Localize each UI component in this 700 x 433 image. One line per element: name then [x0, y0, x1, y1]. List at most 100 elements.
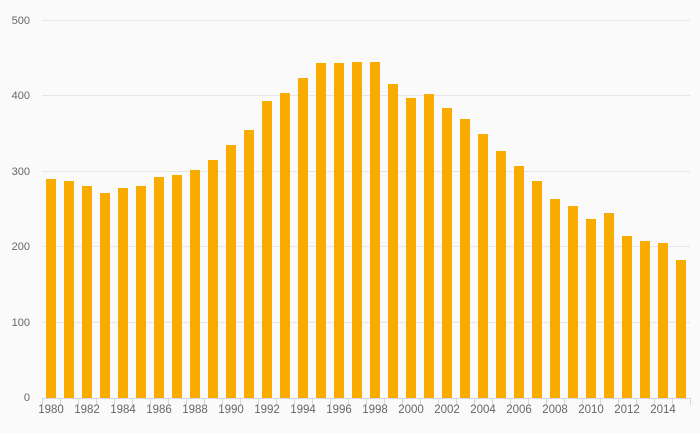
bar-1987[interactable]: [172, 174, 182, 398]
x-axis-label-1990: 1990: [218, 404, 244, 416]
bar-slot-1990: [222, 21, 240, 398]
x-tick: [330, 399, 331, 405]
x-axis-label-1984: 1984: [110, 404, 136, 416]
x-axis-label-2000: 2000: [398, 404, 424, 416]
x-tick: [204, 399, 205, 405]
bar-slot-2005: [492, 21, 510, 398]
x-tick: [564, 399, 565, 405]
x-tick: [240, 399, 241, 405]
x-tick: [420, 399, 421, 405]
x-tick: [384, 399, 385, 405]
bar-slot-1984: [114, 21, 132, 398]
x-axis-label-1986: 1986: [146, 404, 172, 416]
x-tick: [168, 399, 169, 405]
x-tick: [294, 399, 295, 405]
bar-slot-2015: [672, 21, 690, 398]
bar-1997[interactable]: [352, 61, 362, 398]
bar-slot-2010: [582, 21, 600, 398]
x-tick: [492, 399, 493, 405]
bar-2014[interactable]: [658, 243, 668, 398]
bar-slot-1988: [186, 21, 204, 398]
bar-2008[interactable]: [550, 198, 560, 398]
x-axis-label-1988: 1988: [182, 404, 208, 416]
bar-slot-1986: [150, 21, 168, 398]
x-tick: [510, 399, 511, 405]
bar-1986[interactable]: [154, 177, 164, 398]
x-tick: [348, 399, 349, 405]
bar-2000[interactable]: [406, 97, 416, 398]
bar-slot-2008: [546, 21, 564, 398]
bar-slot-1982: [78, 21, 96, 398]
x-tick: [222, 399, 223, 405]
bar-slot-1985: [132, 21, 150, 398]
bar-1996[interactable]: [334, 63, 344, 398]
plot-area: [42, 20, 690, 398]
bar-1988[interactable]: [190, 170, 200, 398]
bar-2003[interactable]: [460, 119, 470, 398]
bar-1995[interactable]: [316, 63, 326, 398]
bar-slot-2014: [654, 21, 672, 398]
gridline-400: [42, 95, 690, 97]
bar-2012[interactable]: [622, 235, 632, 398]
bar-2006[interactable]: [514, 165, 524, 398]
bar-1989[interactable]: [208, 159, 218, 398]
bar-slot-2003: [456, 21, 474, 398]
bar-1983[interactable]: [100, 192, 110, 398]
bar-2002[interactable]: [442, 108, 452, 398]
bar-1992[interactable]: [262, 100, 272, 398]
x-tick: [258, 399, 259, 405]
bar-1994[interactable]: [298, 77, 308, 398]
bar-2005[interactable]: [496, 151, 506, 398]
bar-2013[interactable]: [640, 241, 650, 398]
y-axis-label-200: 200: [11, 241, 30, 254]
bar-slot-2000: [402, 21, 420, 398]
x-tick: [78, 399, 79, 405]
x-tick: [312, 399, 313, 405]
x-tick: [402, 399, 403, 405]
bar-slot-1995: [312, 21, 330, 398]
x-tick: [276, 399, 277, 405]
bar-2004[interactable]: [478, 134, 488, 398]
bar-1981[interactable]: [64, 180, 74, 398]
x-tick: [546, 399, 547, 405]
x-axis-label-1994: 1994: [290, 404, 316, 416]
x-tick: [114, 399, 115, 405]
x-tick: [150, 399, 151, 405]
bar-1980[interactable]: [46, 178, 56, 398]
bar-1990[interactable]: [226, 144, 236, 398]
bar-2015[interactable]: [676, 260, 686, 398]
bar-1999[interactable]: [388, 83, 398, 398]
bar-1982[interactable]: [82, 186, 92, 398]
x-tick: [456, 399, 457, 405]
x-axis-label-2010: 2010: [578, 404, 604, 416]
bar-slot-1993: [276, 21, 294, 398]
bar-2011[interactable]: [604, 213, 614, 398]
gridline-500: [42, 20, 690, 21]
bar-2010[interactable]: [586, 218, 596, 398]
x-tick: [528, 399, 529, 405]
gridline-200: [42, 246, 690, 248]
y-axis-label-400: 400: [11, 90, 30, 103]
bar-1984[interactable]: [118, 188, 128, 398]
bar-slot-1994: [294, 21, 312, 398]
bar-2009[interactable]: [568, 206, 578, 398]
bar-1993[interactable]: [280, 92, 290, 398]
bar-1991[interactable]: [244, 129, 254, 398]
bar-2001[interactable]: [424, 94, 434, 398]
x-axis-label-1982: 1982: [74, 404, 100, 416]
bar-1985[interactable]: [136, 186, 146, 398]
bar-slot-1997: [348, 21, 366, 398]
bar-slot-2011: [600, 21, 618, 398]
x-axis-label-1980: 1980: [38, 404, 64, 416]
bar-slot-2013: [636, 21, 654, 398]
x-tick: [600, 399, 601, 405]
y-axis-label-0: 0: [23, 392, 30, 404]
x-tick: [96, 399, 97, 405]
bar-slot-2001: [420, 21, 438, 398]
bar-slot-2007: [528, 21, 546, 398]
bar-2007[interactable]: [532, 180, 542, 398]
bar-slot-1980: [42, 21, 60, 398]
x-axis-label-2006: 2006: [506, 404, 532, 416]
bar-1998[interactable]: [370, 61, 380, 398]
bar-slot-2002: [438, 21, 456, 398]
